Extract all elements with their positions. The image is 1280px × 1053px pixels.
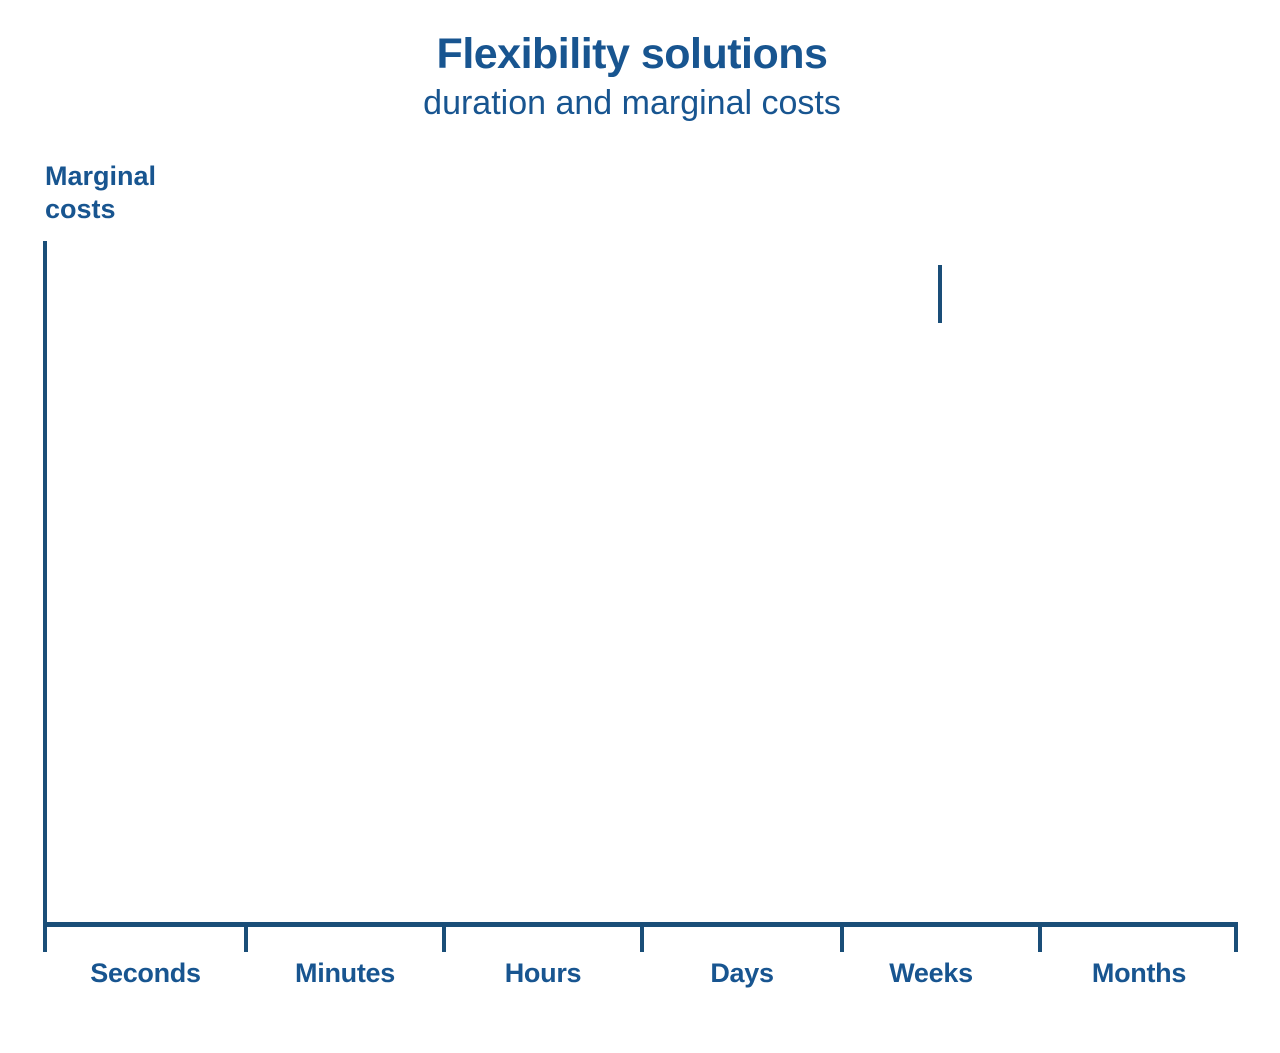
x-axis-label-hours: Hours <box>504 958 582 988</box>
chart-header: Flexibility solutions duration and margi… <box>0 30 1264 124</box>
y-axis-label: Marginal costs <box>45 161 157 224</box>
partial-curve-stroke <box>938 265 942 323</box>
x-axis-label-minutes: Minutes <box>295 958 395 988</box>
x-axis-tick <box>1234 922 1238 952</box>
x-axis-tick <box>840 922 844 952</box>
x-axis-tick <box>442 922 446 952</box>
x-axis-label-seconds: Seconds <box>90 958 201 988</box>
chart-subtitle: duration and marginal costs <box>423 84 841 123</box>
x-axis-label-days: Days <box>710 958 774 988</box>
x-axis-tick <box>244 922 248 952</box>
chart-title: Flexibility solutions <box>436 30 828 78</box>
x-axis-label-weeks: Weeks <box>889 958 973 988</box>
y-axis-line <box>43 241 47 952</box>
x-axis-tick <box>1038 922 1042 952</box>
x-axis-label-months: Months <box>1091 958 1187 988</box>
x-axis-tick <box>640 922 644 952</box>
